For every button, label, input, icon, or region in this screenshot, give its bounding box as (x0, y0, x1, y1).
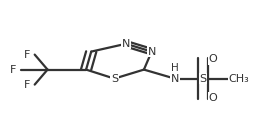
Text: N: N (171, 74, 179, 84)
Text: F: F (10, 65, 16, 75)
Text: N: N (122, 39, 130, 49)
Text: CH₃: CH₃ (229, 74, 249, 84)
Text: F: F (24, 50, 31, 60)
Text: O: O (208, 54, 217, 64)
Text: F: F (24, 80, 31, 90)
Text: N: N (148, 47, 156, 57)
Text: S: S (199, 74, 207, 84)
Text: H: H (171, 63, 179, 73)
Text: O: O (208, 93, 217, 103)
Text: S: S (111, 74, 118, 84)
